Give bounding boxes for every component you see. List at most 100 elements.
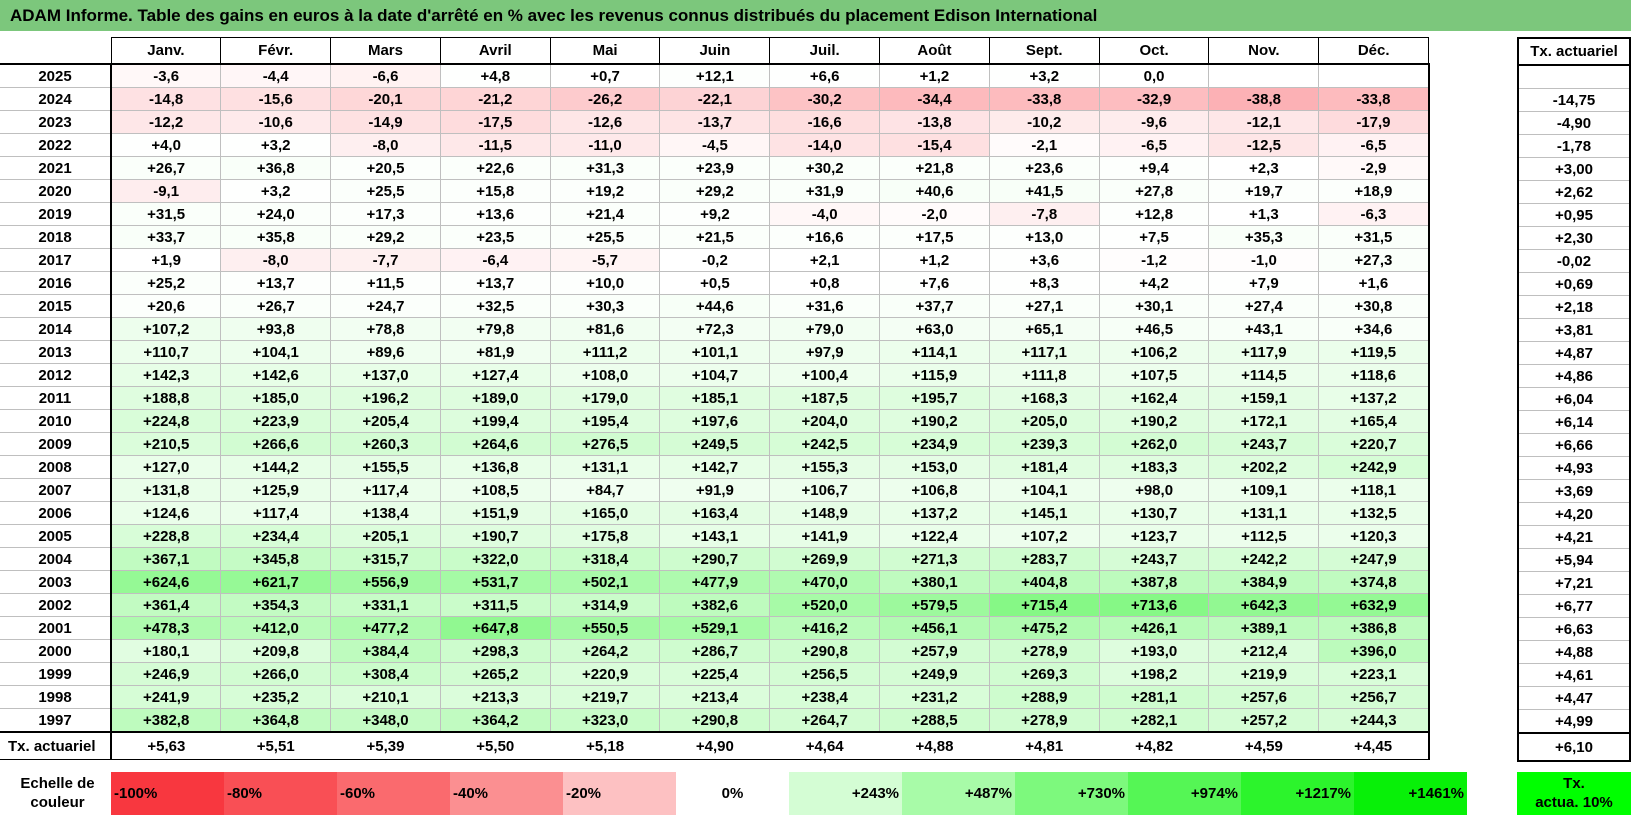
gain-cell: +117,9 xyxy=(1208,340,1320,364)
overall-actuarial-rate: +6,10 xyxy=(1517,732,1631,762)
gain-cell: +16,6 xyxy=(769,225,881,249)
gain-cell: +715,4 xyxy=(988,593,1100,617)
year-row: 2010 +224,8 +223,9 +205,4 +199,4 +195,4 +197,6… xyxy=(0,409,1430,433)
month-header: Sept. xyxy=(988,37,1100,65)
gain-cell: +117,4 xyxy=(220,501,332,525)
year-actuarial-rate: +4,21 xyxy=(1517,525,1631,549)
gain-cell: +124,6 xyxy=(110,501,222,525)
gain-cell: +137,2 xyxy=(879,501,990,525)
gain-cell: -11,5 xyxy=(439,133,551,157)
gain-cell: +7,5 xyxy=(1098,225,1210,249)
month-header: Févr. xyxy=(220,37,332,65)
gain-cell: +31,5 xyxy=(1318,225,1430,249)
year-row: 2022 +4,0 +3,2 -8,0 -11,5 -11,0 -4,5 -14,0 -15,4… xyxy=(0,133,1430,157)
gain-cell: +3,2 xyxy=(220,133,332,157)
gain-cell: +131,1 xyxy=(549,455,661,479)
gain-cell: +189,0 xyxy=(439,386,551,410)
gain-cell: +386,8 xyxy=(1318,616,1430,640)
gain-cell: -2,1 xyxy=(988,133,1100,157)
gain-cell: +183,3 xyxy=(1098,455,1210,479)
gain-cell: +0,5 xyxy=(659,271,771,295)
gain-cell: -21,2 xyxy=(439,87,551,111)
gain-cell: +23,9 xyxy=(659,156,771,180)
year-actuarial-rate: +0,69 xyxy=(1517,272,1631,296)
gain-cell: +115,9 xyxy=(879,363,990,387)
year-label: 2006 xyxy=(0,501,112,525)
gain-cell: +25,5 xyxy=(549,225,661,249)
gain-cell: +243,7 xyxy=(1098,547,1210,571)
gain-cell: +256,5 xyxy=(769,662,881,686)
gain-cell: +110,7 xyxy=(110,340,222,364)
year-actuarial-rate: +6,14 xyxy=(1517,410,1631,434)
actuarial-reference-cell: Tx. actua. 10% xyxy=(1517,772,1631,815)
gain-cell: +246,9 xyxy=(110,662,222,686)
gain-cell: +348,0 xyxy=(330,708,441,733)
gain-cell: +26,7 xyxy=(110,156,222,180)
gain-cell: +225,4 xyxy=(659,662,771,686)
gain-cell: +127,0 xyxy=(110,455,222,479)
gain-cell: +101,1 xyxy=(659,340,771,364)
gain-cell: -7,8 xyxy=(988,202,1100,226)
gain-cell: +120,3 xyxy=(1318,524,1430,548)
year-actuarial-rate: +7,21 xyxy=(1517,571,1631,595)
gain-cell: +2,3 xyxy=(1208,156,1320,180)
gain-cell: -8,0 xyxy=(220,248,332,272)
gain-cell: +238,4 xyxy=(769,685,881,709)
year-actuarial-rate: +2,18 xyxy=(1517,295,1631,319)
gain-cell: +205,1 xyxy=(330,524,441,548)
gain-cell: +213,3 xyxy=(439,685,551,709)
gain-cell: +364,8 xyxy=(220,708,332,733)
gain-cell: +46,5 xyxy=(1098,317,1210,341)
gain-cell: +111,2 xyxy=(549,340,661,364)
color-scale-swatch: +1461% xyxy=(1354,772,1467,815)
gain-cell: +212,4 xyxy=(1208,639,1320,663)
actuarial-reference-line2: actua. 10% xyxy=(1535,794,1613,811)
gain-cell: +98,0 xyxy=(1098,478,1210,502)
gain-cell: +29,2 xyxy=(659,179,771,203)
gain-cell: +23,5 xyxy=(439,225,551,249)
gain-cell: 0,0 xyxy=(1098,63,1210,88)
year-label: 2011 xyxy=(0,386,112,410)
gain-cell: +27,8 xyxy=(1098,179,1210,203)
gain-cell: +239,3 xyxy=(988,432,1100,456)
gain-cell: -10,2 xyxy=(988,110,1100,134)
gain-cell: +1,2 xyxy=(879,248,990,272)
year-label: 2019 xyxy=(0,202,112,226)
gain-cell: +107,5 xyxy=(1098,363,1210,387)
gain-cell: -8,0 xyxy=(330,133,441,157)
gain-cell: -12,1 xyxy=(1208,110,1320,134)
gain-cell: +27,3 xyxy=(1318,248,1430,272)
gain-cell: +155,5 xyxy=(330,455,441,479)
gain-cell: +282,1 xyxy=(1098,708,1210,733)
year-row: 1999 +246,9 +266,0 +308,4 +265,2 +220,9 +225,4… xyxy=(0,662,1430,686)
gain-cell: +131,8 xyxy=(110,478,222,502)
month-actuarial-rate: +4,82 xyxy=(1099,731,1209,760)
gain-cell: +35,8 xyxy=(220,225,332,249)
gain-cell: -4,0 xyxy=(769,202,881,226)
gain-cell: +382,6 xyxy=(659,593,771,617)
year-label: 2017 xyxy=(0,248,112,272)
gain-cell: +20,6 xyxy=(110,294,222,318)
year-actuarial-rate: +6,77 xyxy=(1517,594,1631,618)
gain-cell: +142,6 xyxy=(220,363,332,387)
gain-cell: +43,1 xyxy=(1208,317,1320,341)
year-label: 2008 xyxy=(0,455,112,479)
gain-cell: -4,5 xyxy=(659,133,771,157)
gain-cell: +138,4 xyxy=(330,501,441,525)
gain-cell: +168,3 xyxy=(988,386,1100,410)
gain-cell: +30,1 xyxy=(1098,294,1210,318)
gain-cell: +249,5 xyxy=(659,432,771,456)
gain-cell: +21,4 xyxy=(549,202,661,226)
year-actuarial-rate xyxy=(1517,65,1631,89)
gain-cell: +188,8 xyxy=(110,386,222,410)
gain-cell: +9,4 xyxy=(1098,156,1210,180)
gain-cell: +361,4 xyxy=(110,593,222,617)
gain-cell: +3,2 xyxy=(988,63,1100,88)
gain-cell: +44,6 xyxy=(659,294,771,318)
gain-cell: +1,9 xyxy=(110,248,222,272)
year-actuarial-rate: +0,95 xyxy=(1517,203,1631,227)
gain-cell: +198,2 xyxy=(1098,662,1210,686)
gain-cell: +550,5 xyxy=(549,616,661,640)
gain-cell: +266,6 xyxy=(220,432,332,456)
gain-cell: +642,3 xyxy=(1208,593,1320,617)
